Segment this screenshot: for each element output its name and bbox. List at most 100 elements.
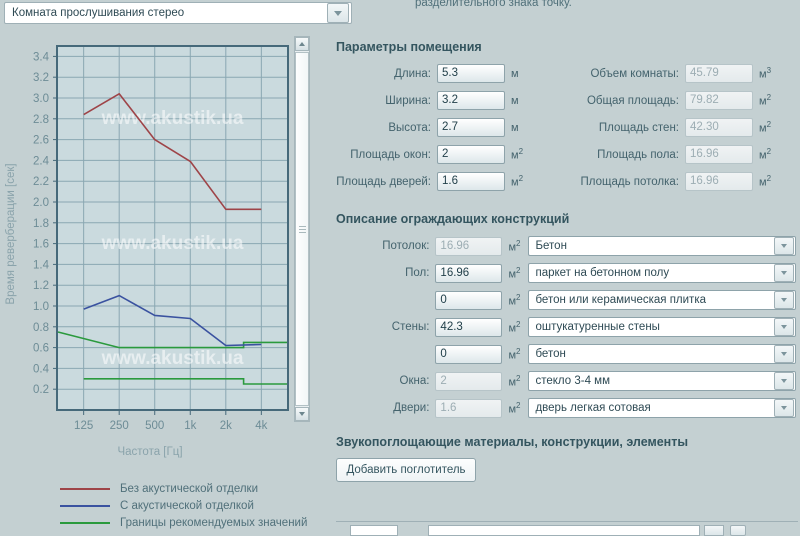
room-result-label: Общая площадь:: [586, 94, 679, 107]
right-panel: Параметры помещения Длина: 5.3 м Ширина: 3.2…: [336, 40, 796, 482]
room-result-label: Площадь пола:: [597, 148, 679, 161]
room-param-input[interactable]: 5.3: [437, 64, 505, 83]
construction-unit: м2: [508, 292, 521, 308]
construction-material-select[interactable]: паркет на бетонном полу: [528, 263, 796, 283]
legend-color-swatch: [60, 521, 110, 524]
room-param-label: Площадь дверей:: [336, 175, 431, 188]
reverberation-chart: 0.2 0.4 0.6 0.8 1.0 1.2 1.4 1.6 1.8 2.0 2.2 2.4 2.6 2…: [0, 34, 310, 434]
room-params-left-column: Длина: 5.3 м Ширина: 3.2 м Высота: 2.7 м Площадь …: [336, 63, 566, 198]
chevron-down-icon[interactable]: [327, 3, 349, 23]
y-tick-label: 0.2: [33, 384, 49, 396]
construction-area-input[interactable]: 16.96: [435, 263, 503, 283]
construction-label: Окна:: [399, 375, 430, 387]
absorber-material-cell[interactable]: [428, 524, 700, 536]
scroll-down-button[interactable]: [295, 407, 309, 421]
chevron-down-icon[interactable]: [773, 372, 794, 390]
room-result-unit: м2: [759, 120, 772, 135]
legend-color-swatch: [60, 487, 110, 490]
absorber-remove-cell[interactable]: [730, 524, 746, 536]
y-tick-label: 3.4: [33, 51, 50, 63]
construction-label: Двери:: [393, 402, 430, 414]
construction-material-value: оштукатуренные стены: [535, 321, 660, 333]
room-param-row: Высота: 2.7 м: [336, 117, 566, 138]
room-param-input[interactable]: 3.2: [437, 91, 505, 110]
chevron-down-icon[interactable]: [773, 264, 794, 282]
construction-area-input[interactable]: 0: [435, 344, 503, 364]
room-result-row: Площадь потолка: 16.96 м2: [566, 171, 796, 192]
construction-unit: м2: [508, 346, 521, 362]
construction-material-value: бетон: [535, 348, 566, 360]
absorber-dropdown-cell[interactable]: [704, 524, 724, 536]
y-tick-label: 2.8: [33, 114, 49, 126]
construction-material-value: паркет на бетонном полу: [535, 267, 670, 279]
scroll-up-button[interactable]: [295, 37, 309, 51]
y-tick-label: 3.0: [33, 93, 49, 105]
intro-note: разделительного знака точку.: [415, 0, 572, 9]
x-tick-label: 250: [110, 420, 129, 432]
x-tick-label: 125: [74, 420, 93, 432]
absorbers-section: Звукопоглощающие материалы, конструкции,…: [336, 435, 796, 482]
construction-material-select[interactable]: стекло 3-4 мм: [528, 371, 796, 391]
room-result-label: Объем комнаты:: [590, 67, 679, 80]
room-result-label: Площадь стен:: [598, 121, 679, 134]
construction-material-select[interactable]: дверь легкая сотовая: [528, 398, 796, 418]
room-result-input: 79.82: [685, 91, 753, 110]
y-tick-label: 1.6: [33, 239, 49, 251]
chart-canvas: 0.2 0.4 0.6 0.8 1.0 1.2 1.4 1.6 1.8 2.0 2.2 2.4 2.6 2…: [5, 45, 289, 432]
room-result-input: 42.30: [685, 118, 753, 137]
watermark: www.akustik.ua: [101, 348, 244, 369]
room-params-title: Параметры помещения: [336, 40, 482, 54]
construction-label: Стены:: [391, 321, 430, 333]
chart-scrollbar[interactable]: [294, 36, 310, 422]
construction-unit: м2: [508, 319, 521, 335]
room-param-label: Длина:: [394, 67, 431, 80]
construction-material-select[interactable]: бетон или керамическая плитка: [528, 290, 796, 310]
room-param-input[interactable]: 1.6: [437, 172, 505, 191]
construction-unit: м2: [508, 265, 521, 281]
absorber-area-cell[interactable]: [350, 524, 398, 536]
scrollbar-thumb[interactable]: [295, 52, 309, 406]
plot-border: [56, 45, 289, 411]
construction-area-input[interactable]: 42.3: [435, 317, 503, 337]
room-param-input[interactable]: 2.7: [437, 118, 505, 137]
room-param-row: Площадь окон: 2 м2: [336, 144, 566, 165]
room-result-unit: м2: [759, 174, 772, 189]
construction-rows: Потолок: 16.96 м2 Бетон Пол: 16.96 м2 паркет на…: [336, 235, 796, 419]
room-param-label: Площадь окон:: [350, 148, 431, 161]
room-param-unit: м2: [511, 174, 524, 189]
room-param-row: Площадь дверей: 1.6 м2: [336, 171, 566, 192]
room-result-input: 16.96: [685, 172, 753, 191]
construction-material-select[interactable]: бетон: [528, 344, 796, 364]
construction-label: Потолок:: [382, 240, 430, 252]
construction-material-value: стекло 3-4 мм: [535, 375, 610, 387]
chevron-down-icon[interactable]: [773, 237, 794, 255]
room-param-label: Ширина:: [385, 94, 431, 107]
y-tick-label: 2.2: [33, 176, 49, 188]
construction-area-input[interactable]: 0: [435, 290, 503, 310]
legend-label: Без акустической отделки: [120, 482, 259, 495]
chevron-down-icon[interactable]: [773, 345, 794, 363]
construction-row: Пол: 16.96 м2 паркет на бетонном полу: [336, 262, 796, 284]
y-tick-label: 1.4: [33, 259, 50, 271]
construction-material-select[interactable]: оштукатуренные стены: [528, 317, 796, 337]
absorbers-title: Звукопоглощающие материалы, конструкции,…: [336, 435, 689, 449]
legend-item: Без акустической отделки: [60, 480, 310, 497]
room-param-unit: м2: [511, 147, 524, 162]
room-param-input[interactable]: 2: [437, 145, 505, 164]
construction-unit: м2: [508, 238, 521, 254]
table-row[interactable]: [336, 524, 798, 536]
construction-material-value: дверь легкая сотовая: [535, 402, 651, 414]
add-absorber-button[interactable]: Добавить поглотитель: [336, 458, 476, 482]
chevron-down-icon[interactable]: [773, 318, 794, 336]
chevron-down-icon[interactable]: [773, 399, 794, 417]
chevron-down-icon[interactable]: [773, 291, 794, 309]
room-params-grid: Длина: 5.3 м Ширина: 3.2 м Высота: 2.7 м Площадь …: [336, 63, 796, 198]
room-result-label: Площадь потолка:: [580, 175, 680, 188]
room-preset-select[interactable]: Комната прослушивания стерео: [4, 2, 352, 24]
construction-area-input: 2: [435, 371, 503, 391]
room-result-row: Площадь стен: 42.30 м2: [566, 117, 796, 138]
room-result-row: Площадь пола: 16.96 м2: [566, 144, 796, 165]
series-with-treatment: [83, 294, 262, 347]
construction-material-select[interactable]: Бетон: [528, 236, 796, 256]
chart-yaxis-title: Время реверберации [сек]: [5, 163, 17, 304]
